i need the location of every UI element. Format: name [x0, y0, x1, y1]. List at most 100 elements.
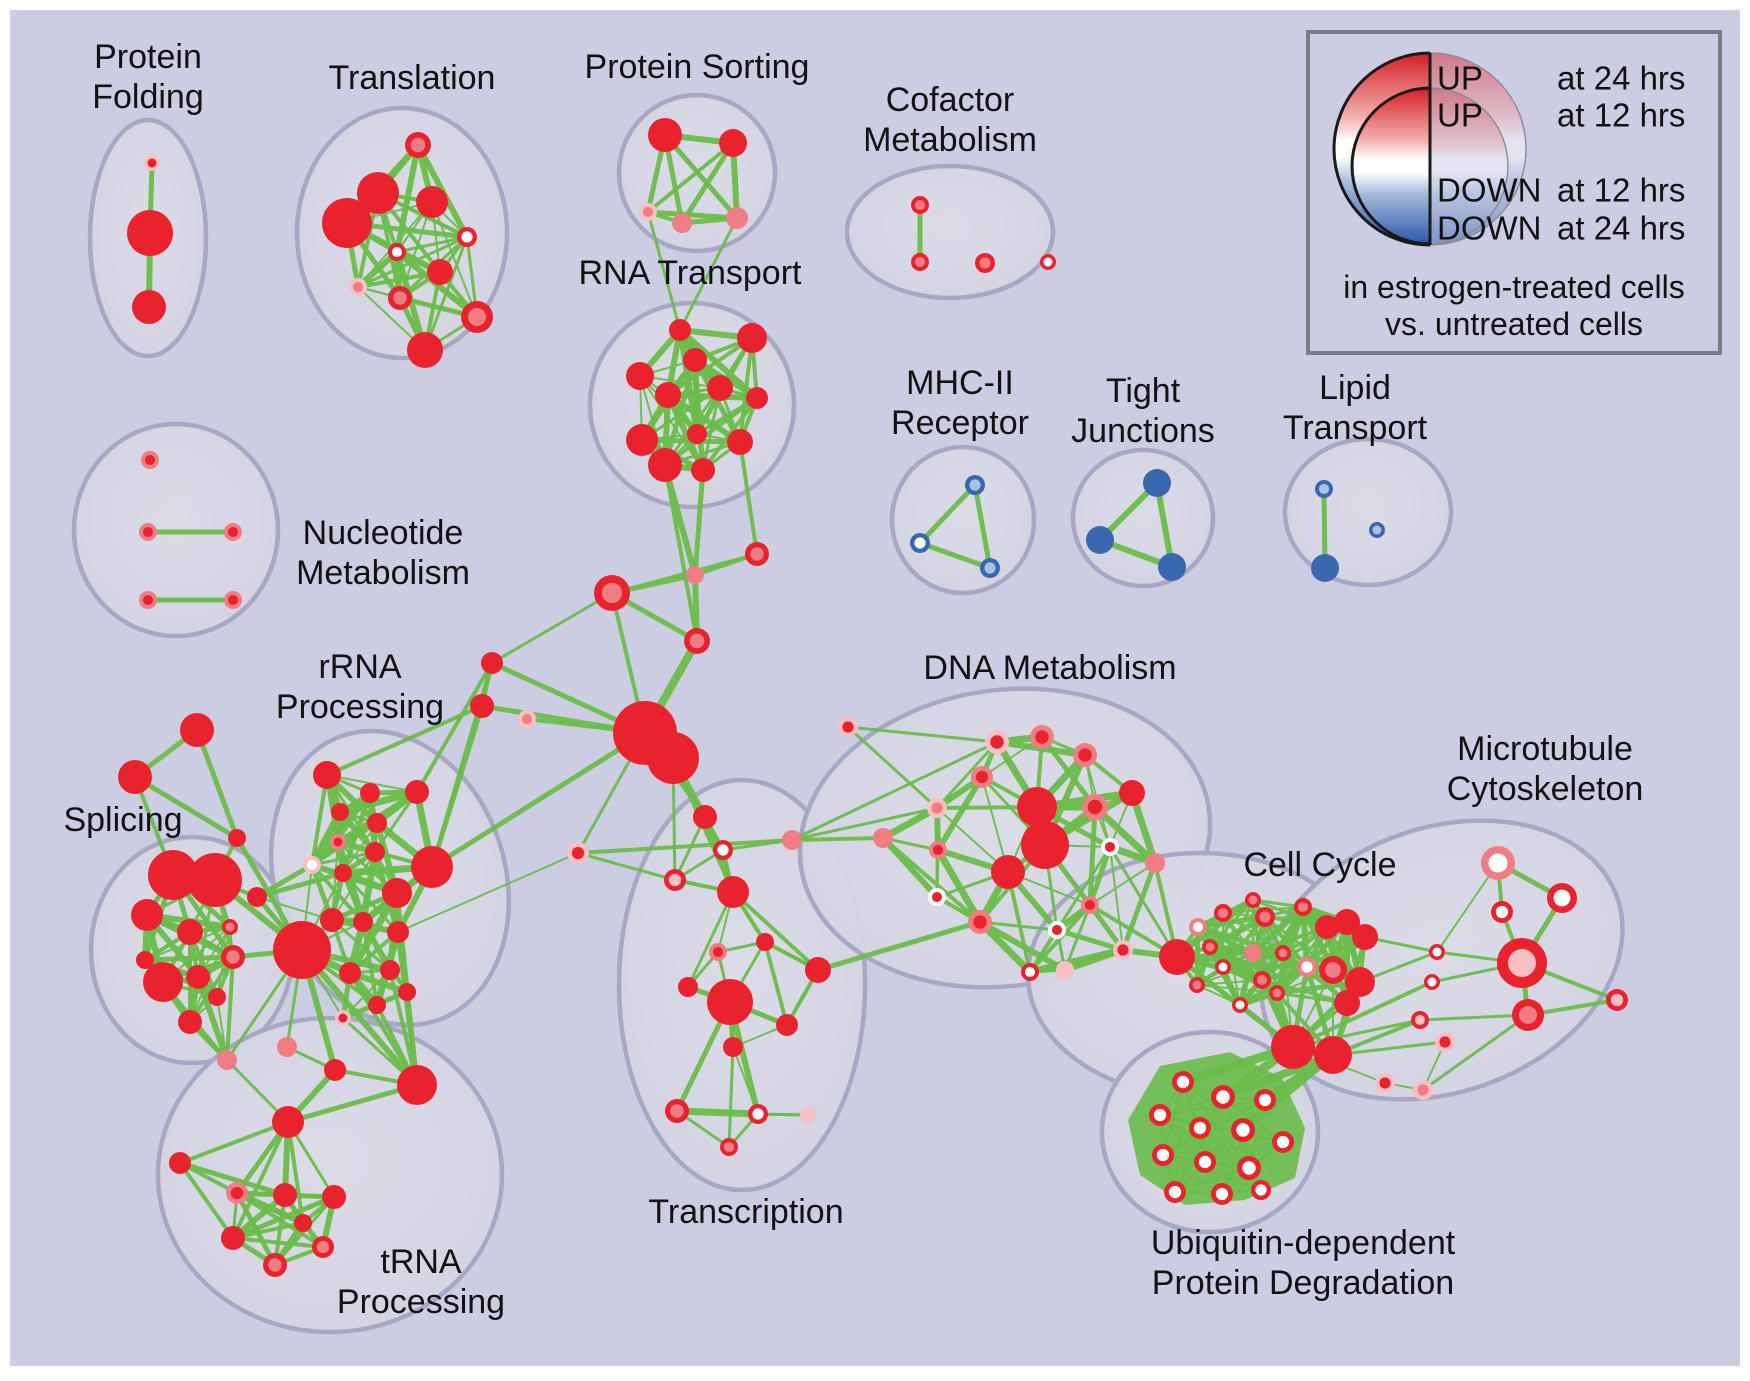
node-inner-12h [1192, 921, 1204, 933]
node-outer-24h [132, 290, 166, 324]
cluster-label-protein-folding: Protein [94, 38, 202, 76]
node-inner-12h [668, 873, 682, 887]
node-inner-12h [352, 281, 364, 293]
node-outer-24h [1315, 915, 1339, 939]
node-inner-12h [1427, 977, 1437, 987]
legend-direction-label: DOWN [1437, 210, 1541, 247]
network-edge [231, 1236, 325, 1249]
legend-inner-right-outline [1429, 87, 1509, 245]
network-edge [972, 482, 993, 571]
network-node [1606, 989, 1628, 1011]
network-node [1497, 938, 1547, 988]
node-inner-12h [1168, 1185, 1182, 1199]
cluster-ellipse-mhc-ii-receptor [889, 444, 1037, 596]
node-outer-24h [1021, 821, 1069, 869]
network-node [1237, 1156, 1261, 1180]
node-outer-24h [382, 878, 412, 908]
node-inner-12h [1432, 947, 1442, 957]
node-outer-24h [723, 1037, 743, 1057]
network-edge [177, 1160, 288, 1198]
network-node [684, 628, 710, 654]
network-edge [1162, 1141, 1284, 1156]
network-node [1424, 974, 1440, 990]
legend-box [1306, 30, 1722, 355]
node-inner-12h [1043, 257, 1053, 267]
network-node [382, 878, 412, 908]
network-node [707, 375, 733, 401]
network-node [1512, 999, 1544, 1031]
network-node [991, 855, 1025, 889]
network-node [169, 1152, 191, 1174]
network-node [594, 575, 630, 611]
network-node [1158, 553, 1186, 581]
node-inner-12h [521, 713, 533, 725]
network-node [1145, 853, 1165, 873]
network-node [748, 1104, 768, 1124]
network-node [1369, 522, 1385, 538]
node-outer-24h [277, 1037, 297, 1057]
network-edge [1154, 480, 1175, 570]
network-edge [646, 210, 682, 332]
network-node [313, 761, 341, 789]
node-outer-24h [228, 829, 246, 847]
cluster-label-protein-folding: Folding [92, 78, 204, 116]
network-edge [415, 661, 494, 794]
node-outer-24h [331, 803, 349, 821]
cluster-label-cofactor-metabolism: Metabolism [863, 121, 1037, 159]
node-outer-24h [294, 1214, 312, 1232]
network-node [457, 227, 477, 247]
network-node [303, 856, 321, 874]
network-node [136, 951, 154, 969]
node-outer-24h [1158, 553, 1186, 581]
network-node [1314, 1036, 1352, 1074]
cluster-label-nucleotide-metabolism: Metabolism [296, 554, 470, 592]
legend-direction-label: UP [1437, 97, 1483, 134]
network-edge [299, 947, 420, 1088]
network-node [1411, 1011, 1429, 1029]
node-inner-12h [990, 735, 1004, 749]
network-node [221, 945, 245, 969]
network-edge [1159, 1099, 1266, 1116]
node-inner-12h [468, 308, 486, 326]
network-node [1040, 254, 1056, 270]
network-node [357, 172, 399, 214]
network-edge [1091, 803, 1159, 867]
network-edge [1089, 862, 1156, 906]
node-inner-12h [1272, 988, 1282, 998]
network-edge [1204, 1141, 1284, 1163]
node-outer-24h [800, 1107, 816, 1123]
network-edge [189, 926, 231, 1023]
node-outer-24h [180, 713, 214, 747]
network-node [723, 1037, 743, 1057]
node-inner-12h [338, 1013, 348, 1023]
node-inner-12h [979, 257, 991, 269]
network-node [131, 899, 163, 931]
network-edge [1251, 925, 1329, 955]
node-outer-24h [273, 1183, 297, 1207]
network-node [1413, 1080, 1433, 1100]
network-node [1254, 1089, 1276, 1111]
network-edge [879, 804, 941, 842]
network-edge [917, 482, 978, 546]
network-edge [310, 773, 329, 867]
network-node [1269, 985, 1285, 1001]
node-outer-24h [655, 382, 681, 408]
network-node [224, 523, 242, 541]
node-outer-24h [1056, 961, 1074, 979]
network-edge [576, 838, 794, 855]
network-node [873, 828, 893, 848]
network-node [294, 1214, 312, 1232]
network-edge [431, 201, 478, 318]
network-node [226, 1182, 248, 1204]
node-inner-12h [1495, 905, 1509, 919]
network-edge [188, 955, 235, 1024]
network-edge [1250, 904, 1306, 956]
node-inner-12h [1104, 841, 1116, 853]
network-node [1149, 1104, 1171, 1126]
node-outer-24h [148, 850, 198, 900]
node-outer-24h [693, 805, 717, 829]
node-inner-12h [750, 547, 764, 561]
network-edge [1199, 1099, 1266, 1129]
network-node [388, 243, 406, 261]
